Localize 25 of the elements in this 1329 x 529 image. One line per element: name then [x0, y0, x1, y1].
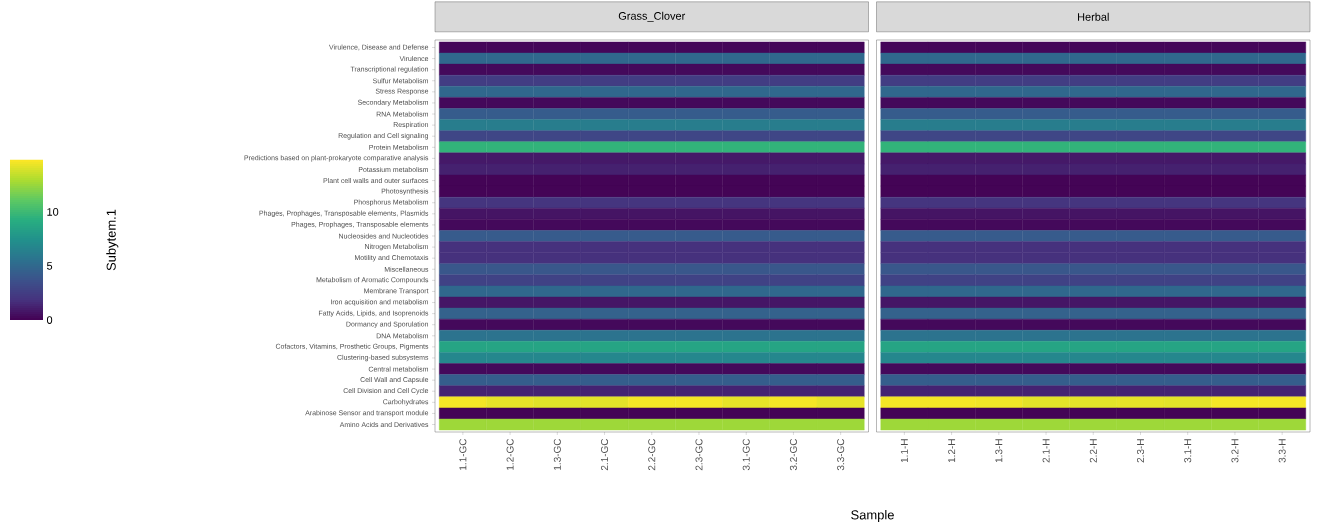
x-tick-label: 2.3-H [1136, 439, 1145, 463]
x-tick-label: 2.2-H [1089, 439, 1097, 463]
color-bar-title: Subytem.1 [106, 209, 119, 271]
x-tick-label: 2.3-GC [695, 438, 703, 471]
x-tick-label: 1.3-GC [553, 438, 561, 470]
x-tick-label: 1.2-GC [506, 438, 514, 470]
x-tick-label: 1.3-H [995, 439, 1003, 463]
text: Herbal [1078, 12, 1109, 21]
x-tick-label: 2.2-GC [648, 438, 656, 471]
x-tick-label: 3.3-H [1278, 439, 1286, 463]
text: Grass_Clover [618, 11, 686, 22]
color-bar-label: 5 [46, 262, 53, 270]
x-tick-label: 1.2-H [948, 439, 956, 463]
x-tick-label: 1.1-H [900, 439, 908, 463]
x-tick-label: 3.2-H [1231, 439, 1239, 463]
color-bar-label: 10 [47, 208, 59, 216]
x-tick-label: 2.1-H [1042, 439, 1050, 463]
x-tick-label: 3.1-GC [742, 438, 750, 471]
x-tick-label: 3.1-H [1184, 439, 1192, 463]
x-tick-label: 1.1-GC [459, 438, 467, 470]
x-tick-label: 2.1-GC [601, 438, 609, 471]
x-tick-label: 3.2-GC [789, 438, 797, 471]
color-bar-label: 0 [46, 316, 53, 324]
x-tick-label: 3.3-GC [837, 438, 845, 471]
x-axis-title: Sample [851, 509, 894, 523]
